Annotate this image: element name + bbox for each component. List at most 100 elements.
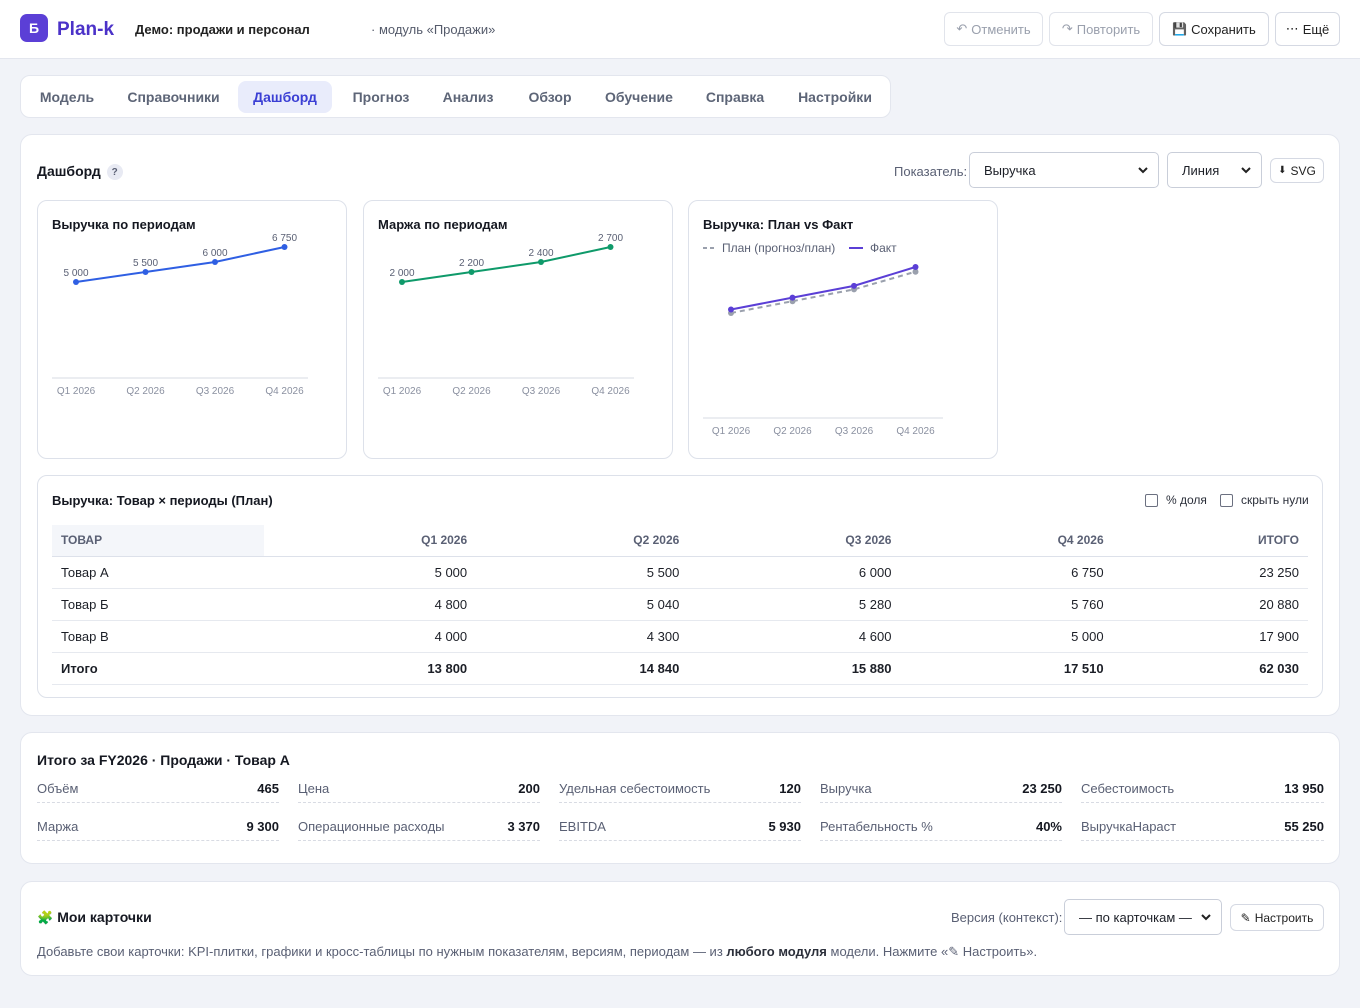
hide-zero-checkbox[interactable]: скрыть нули xyxy=(1220,493,1309,507)
tab-forecast[interactable]: Прогноз xyxy=(352,89,410,105)
table-cell: 5 000 xyxy=(900,620,1113,653)
export-svg-button[interactable]: ⬇ SVG xyxy=(1270,158,1324,183)
table-cell: 5 040 xyxy=(476,588,689,621)
kpi-value: 120 xyxy=(779,781,801,796)
tab-settings[interactable]: Настройки xyxy=(798,89,872,105)
kpi-label: ВыручкаНараст xyxy=(1081,819,1177,834)
hint-text: Добавьте свои карточки: KPI-плитки, граф… xyxy=(37,944,727,959)
data-point xyxy=(73,279,79,285)
table-cell: 6 000 xyxy=(688,556,901,589)
checkbox-icon[interactable] xyxy=(1220,493,1233,507)
undo-button[interactable]: ↶ Отменить xyxy=(944,12,1043,46)
data-label: 2 400 xyxy=(528,248,553,259)
my-cards-hint: Добавьте свои карточки: KPI-плитки, граф… xyxy=(37,944,1037,960)
tab-references[interactable]: Справочники xyxy=(127,89,220,105)
x-tick-label: Q3 2026 xyxy=(835,426,874,437)
column-header[interactable]: Q3 2026 xyxy=(688,525,901,557)
pivot-table: ТОВАР Q1 2026 Q2 2026 Q3 2026 Q4 2026 ИТ… xyxy=(52,525,1308,685)
column-header[interactable]: Q4 2026 xyxy=(900,525,1113,557)
configure-button[interactable]: ✎ Настроить xyxy=(1230,904,1324,931)
more-button[interactable]: ⋯ Ещё xyxy=(1275,12,1340,46)
chart-title: Маржа по периодам xyxy=(378,217,508,232)
table-cell: 4 800 xyxy=(264,588,477,621)
column-header[interactable]: Q2 2026 xyxy=(476,525,689,557)
chart-margin-plot: Q1 2026 Q2 2026 Q3 2026 Q4 2026 2 000 2 200 2 … xyxy=(378,233,634,397)
x-tick-label: Q4 2026 xyxy=(591,386,630,397)
column-header[interactable]: Q1 2026 xyxy=(264,525,477,557)
chevron-down-icon xyxy=(1241,167,1251,174)
version-label: Версия (контекст): xyxy=(951,910,1063,925)
save-label: Сохранить xyxy=(1191,21,1256,37)
kpi-value: 23 250 xyxy=(1022,781,1062,796)
column-header[interactable]: ИТОГО xyxy=(1112,525,1308,557)
kpi-item: Себестоимость 13 950 xyxy=(1081,775,1324,803)
configure-label: Настроить xyxy=(1254,910,1314,925)
kpi-value: 3 370 xyxy=(507,819,540,834)
kpi-item: Объём 465 xyxy=(37,775,279,803)
chevron-down-icon xyxy=(1201,914,1211,921)
chart-plan-vs-fact: Выручка: План vs Факт Q1 2026 Q2 2026 Q3 2… xyxy=(688,200,998,459)
table-cell: 5 500 xyxy=(476,556,689,589)
pivot-table-title: Выручка: Товар × периоды (План) xyxy=(52,493,273,508)
column-header[interactable]: ТОВАР xyxy=(52,525,264,557)
tab-overview[interactable]: Обзор xyxy=(528,89,572,105)
table-row: Товар А 5 000 5 500 6 000 6 750 23 250 xyxy=(52,556,1308,589)
indicator-select[interactable]: Выручка xyxy=(969,152,1159,188)
dashboard-title-text: Дашборд xyxy=(37,163,101,179)
x-tick-label: Q1 2026 xyxy=(712,426,751,437)
app-logo-icon[interactable]: Б xyxy=(20,14,48,42)
chart-title: Выручка: План vs Факт xyxy=(703,217,854,232)
data-point xyxy=(281,244,288,250)
data-label: 2 000 xyxy=(389,268,414,279)
kpi-value: 55 250 xyxy=(1284,819,1324,834)
tab-model[interactable]: Модель xyxy=(39,89,95,105)
share-checkbox[interactable]: % доля xyxy=(1145,493,1207,507)
share-checkbox-label: % доля xyxy=(1166,493,1207,507)
table-cell: 17 900 xyxy=(1112,620,1308,653)
tab-help[interactable]: Справка xyxy=(705,89,765,105)
dashboard-title: Дашборд? xyxy=(37,163,123,181)
table-cell: 17 510 xyxy=(900,652,1113,685)
tab-analysis[interactable]: Анализ xyxy=(442,89,494,105)
version-select-value: — по карточкам — xyxy=(1079,909,1192,925)
module-name: · модуль «Продажи» xyxy=(371,22,496,37)
table-row: Товар В 4 000 4 300 4 600 5 000 17 900 xyxy=(52,620,1308,653)
chart-title: Выручка по периодам xyxy=(52,217,196,232)
kpi-item: Выручка 23 250 xyxy=(820,775,1062,803)
chart-margin: Маржа по периодам Q1 2026 Q2 2026 Q3 2026 Q… xyxy=(363,200,673,459)
series-line xyxy=(730,270,916,314)
kpi-value: 13 950 xyxy=(1284,781,1324,796)
data-label: 2 700 xyxy=(598,233,623,244)
undo-icon: ↶ xyxy=(956,21,968,36)
chart-type-select[interactable]: Линия xyxy=(1167,152,1262,188)
tab-training[interactable]: Обучение xyxy=(605,89,673,105)
table-cell: 13 800 xyxy=(264,652,477,685)
redo-label: Повторить xyxy=(1076,21,1141,37)
kpi-value: 5 930 xyxy=(768,819,801,834)
x-tick-label: Q4 2026 xyxy=(896,426,935,437)
x-tick-label: Q2 2026 xyxy=(126,386,165,397)
table-total-row: Итого 13 800 14 840 15 880 17 510 62 030 xyxy=(52,652,1308,685)
kpi-value: 200 xyxy=(518,781,540,796)
checkbox-icon[interactable] xyxy=(1145,493,1158,507)
x-tick-label: Q1 2026 xyxy=(57,386,96,397)
kpi-label: Цена xyxy=(298,781,330,796)
data-point xyxy=(851,282,857,289)
chart-revenue-plot: Q1 2026 Q2 2026 Q3 2026 Q4 2026 5 000 5 500 6 … xyxy=(52,233,308,397)
redo-button[interactable]: ↷ Повторить xyxy=(1049,12,1153,46)
x-tick-label: Q4 2026 xyxy=(265,386,304,397)
table-cell: 5 760 xyxy=(900,588,1113,621)
table-cell: 23 250 xyxy=(1112,556,1308,589)
tab-dashboard[interactable]: Дашборд xyxy=(238,81,332,113)
kpi-value: 9 300 xyxy=(246,819,279,834)
kpi-label: Операционные расходы xyxy=(298,819,445,834)
table-cell: 62 030 xyxy=(1112,652,1308,685)
app-name[interactable]: Plan-k xyxy=(57,19,115,40)
save-button[interactable]: 💾 Сохранить xyxy=(1159,12,1269,46)
chart-revenue: Выручка по периодам Q1 2026 Q2 2026 Q3 202… xyxy=(37,200,347,459)
data-label: 6 750 xyxy=(272,233,297,244)
help-icon[interactable]: ? xyxy=(106,164,123,181)
table-cell: 4 000 xyxy=(264,620,477,653)
my-cards-card: 🧩 Мои карточки Версия (контекст): — по ка… xyxy=(20,881,1340,976)
version-select[interactable]: — по карточкам — xyxy=(1064,899,1222,935)
